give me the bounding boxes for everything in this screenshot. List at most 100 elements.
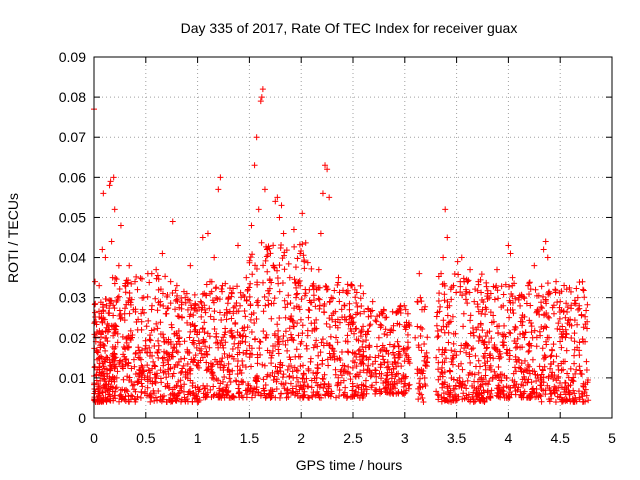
data-point bbox=[568, 322, 575, 329]
data-point bbox=[92, 300, 99, 307]
data-point bbox=[236, 390, 243, 397]
data-point bbox=[293, 367, 300, 374]
data-point bbox=[443, 355, 450, 362]
data-point bbox=[421, 353, 428, 360]
data-point bbox=[299, 210, 306, 217]
data-point bbox=[319, 190, 326, 197]
data-point bbox=[309, 328, 316, 335]
data-point bbox=[577, 367, 583, 374]
data-point bbox=[398, 378, 405, 385]
data-point bbox=[398, 363, 405, 370]
data-point bbox=[322, 162, 329, 169]
data-point bbox=[252, 392, 259, 399]
data-point bbox=[165, 361, 172, 368]
data-point bbox=[210, 316, 217, 323]
grid-lines bbox=[94, 57, 612, 418]
data-point bbox=[473, 387, 480, 394]
data-point bbox=[488, 335, 495, 342]
data-point bbox=[545, 289, 552, 296]
data-point bbox=[184, 360, 191, 367]
y-tick-label: 0.07 bbox=[59, 129, 86, 145]
data-point bbox=[272, 394, 279, 401]
data-point bbox=[212, 285, 219, 292]
data-point bbox=[433, 388, 440, 395]
data-point bbox=[160, 303, 167, 310]
data-point bbox=[334, 355, 341, 362]
data-point bbox=[518, 293, 525, 300]
data-point bbox=[345, 349, 352, 356]
data-point bbox=[436, 308, 443, 315]
data-point bbox=[371, 386, 378, 393]
data-point bbox=[284, 347, 291, 354]
data-point bbox=[167, 278, 174, 285]
data-point bbox=[199, 291, 206, 298]
data-point bbox=[114, 339, 121, 346]
data-point bbox=[231, 303, 238, 310]
data-point bbox=[573, 285, 580, 292]
data-point bbox=[478, 271, 485, 278]
data-point bbox=[253, 265, 260, 272]
data-point bbox=[153, 266, 160, 273]
data-point bbox=[391, 381, 398, 388]
data-point bbox=[373, 318, 380, 325]
data-point bbox=[414, 323, 421, 330]
data-point bbox=[207, 278, 214, 285]
data-point bbox=[184, 349, 191, 356]
data-point bbox=[580, 324, 587, 331]
data-point bbox=[492, 372, 499, 379]
data-point bbox=[471, 298, 478, 305]
data-point bbox=[475, 337, 482, 344]
data-point bbox=[221, 373, 228, 380]
data-point bbox=[360, 360, 367, 367]
data-point bbox=[559, 334, 566, 341]
data-point bbox=[121, 305, 128, 312]
data-point bbox=[100, 315, 107, 322]
data-point bbox=[213, 340, 220, 347]
data-point bbox=[311, 320, 318, 327]
data-point bbox=[132, 398, 139, 405]
data-point bbox=[492, 284, 499, 291]
data-point bbox=[160, 369, 167, 376]
data-point bbox=[440, 254, 447, 261]
data-point bbox=[136, 366, 143, 373]
data-point bbox=[119, 386, 126, 393]
data-point bbox=[141, 390, 148, 397]
y-tick-label: 0.04 bbox=[59, 250, 86, 266]
data-point bbox=[104, 354, 111, 361]
data-point bbox=[207, 386, 214, 393]
data-point bbox=[104, 338, 111, 345]
x-tick-label: 1.5 bbox=[240, 430, 260, 446]
data-point bbox=[460, 323, 467, 330]
data-point bbox=[319, 360, 326, 367]
data-point bbox=[362, 331, 369, 338]
data-point bbox=[460, 310, 467, 317]
data-point bbox=[365, 362, 372, 369]
data-point bbox=[557, 338, 564, 345]
data-point bbox=[213, 330, 220, 337]
data-point bbox=[169, 373, 176, 380]
data-point bbox=[134, 379, 141, 386]
data-point bbox=[477, 363, 484, 370]
data-point bbox=[418, 347, 425, 354]
data-point bbox=[524, 394, 531, 401]
data-point bbox=[138, 362, 145, 369]
data-point bbox=[259, 86, 266, 93]
data-point bbox=[132, 388, 139, 395]
data-point bbox=[155, 354, 162, 361]
data-point bbox=[216, 391, 223, 398]
data-point bbox=[463, 385, 470, 392]
data-point bbox=[558, 288, 565, 295]
data-point bbox=[128, 392, 135, 399]
data-point bbox=[152, 295, 159, 302]
data-point bbox=[232, 377, 239, 384]
data-point bbox=[555, 375, 562, 382]
data-point bbox=[355, 337, 362, 344]
data-point bbox=[141, 309, 148, 316]
data-point bbox=[191, 328, 198, 335]
data-point bbox=[379, 353, 386, 360]
data-point bbox=[528, 323, 535, 330]
data-point bbox=[246, 293, 253, 300]
data-point bbox=[187, 328, 194, 335]
data-point bbox=[401, 323, 408, 330]
x-tick-label: 3 bbox=[401, 430, 409, 446]
